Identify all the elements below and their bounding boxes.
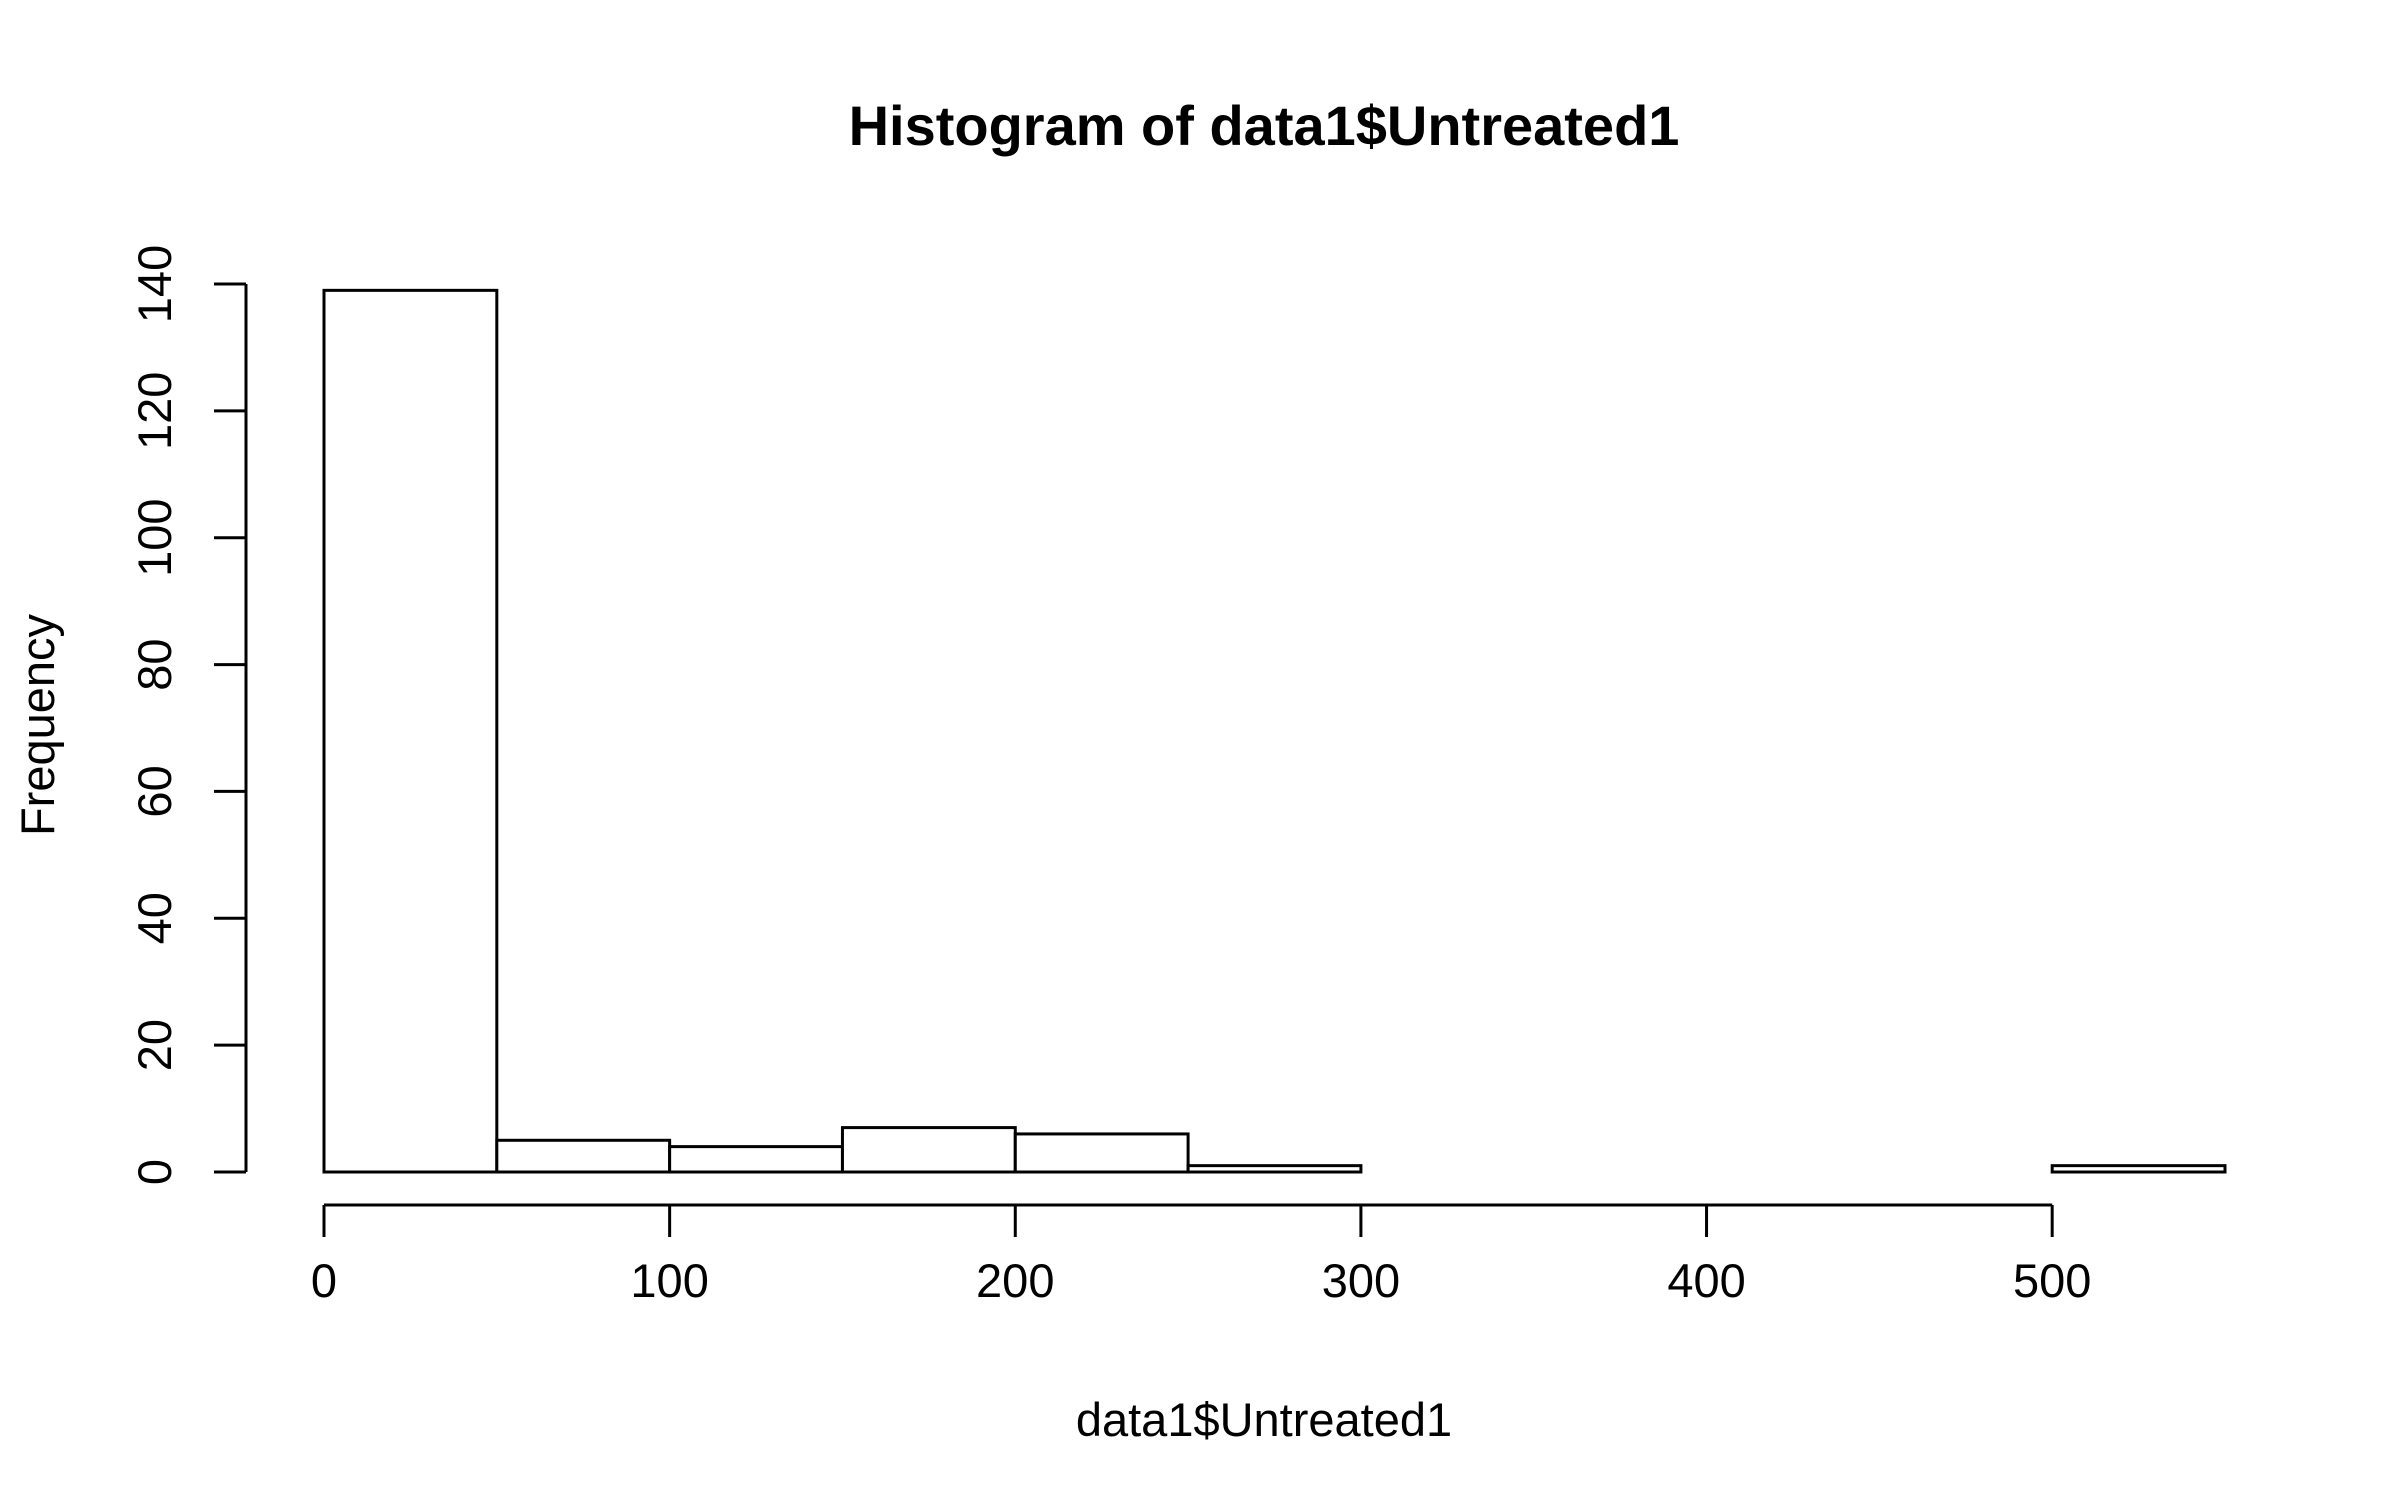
x-tick-label: 100 <box>630 1254 708 1307</box>
histogram-bar <box>1013 1132 1190 1174</box>
x-tick-label: 500 <box>2013 1254 2091 1307</box>
histogram-bar <box>322 288 499 1174</box>
histogram-bar <box>2050 1164 2227 1174</box>
x-tick-label: 400 <box>1667 1254 1745 1307</box>
y-tick-label: 40 <box>128 892 181 944</box>
y-tick-label: 120 <box>128 372 181 450</box>
x-tick-label: 200 <box>976 1254 1054 1307</box>
x-axis: 0 100 200 300 400 500 <box>311 1203 2091 1307</box>
chart-title: Histogram of data1$Untreated1 <box>849 94 1680 157</box>
histogram-bar <box>668 1145 844 1174</box>
x-tick-label: 0 <box>311 1254 337 1307</box>
y-tick-label: 80 <box>128 638 181 690</box>
y-tick-label: 0 <box>128 1159 181 1185</box>
bars-group <box>322 288 2227 1174</box>
histogram-bar <box>495 1138 672 1174</box>
y-axis: 0 20 40 60 80 100 120 140 <box>128 245 248 1185</box>
histogram-bar <box>840 1126 1017 1174</box>
x-axis-label: data1$Untreated1 <box>1076 1393 1452 1446</box>
y-axis-label: Frequency <box>11 613 64 836</box>
y-tick-label: 20 <box>128 1019 181 1071</box>
x-tick-label: 300 <box>1322 1254 1400 1307</box>
y-tick-label: 60 <box>128 765 181 817</box>
histogram-bar <box>1186 1164 1363 1174</box>
y-tick-label: 140 <box>128 245 181 323</box>
y-tick-label: 100 <box>128 499 181 577</box>
